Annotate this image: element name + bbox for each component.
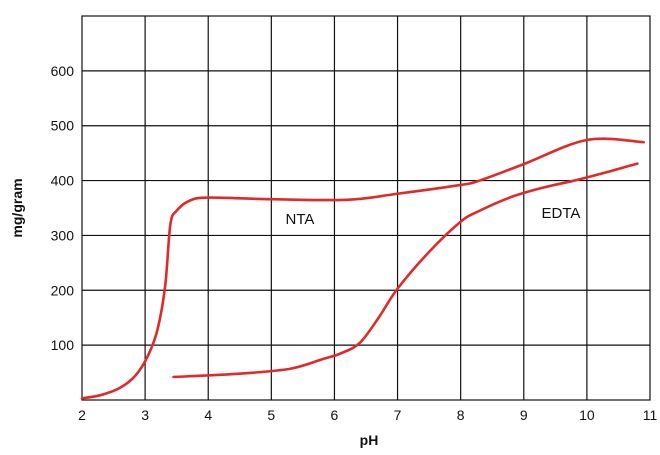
y-tick-label: 200 xyxy=(51,282,75,298)
chart-grid xyxy=(81,15,651,401)
series-label-nta: NTA xyxy=(286,211,315,228)
x-tick-label: 11 xyxy=(643,407,658,423)
y-tick-label: 400 xyxy=(51,173,75,189)
x-tick-label: 4 xyxy=(204,407,212,423)
series-line-nta xyxy=(80,137,645,400)
y-tick-label: 100 xyxy=(51,337,75,353)
series-line-edta xyxy=(172,162,639,379)
series-label-edta: EDTA xyxy=(542,205,581,222)
x-axis-tick-labels: 2 3 4 5 6 7 8 9 10 11 xyxy=(78,407,657,423)
y-axis-title: mg/gram xyxy=(9,178,25,237)
y-tick-label: 500 xyxy=(51,118,75,134)
y-tick-label: 600 xyxy=(51,63,75,79)
x-tick-label: 6 xyxy=(331,407,339,423)
x-axis-title: pH xyxy=(360,432,379,448)
plot-frame xyxy=(81,15,651,401)
chart-series xyxy=(80,137,645,400)
x-tick-label: 7 xyxy=(394,407,402,423)
x-tick-label: 2 xyxy=(78,407,86,423)
y-axis-tick-labels: 100 200 300 400 500 600 xyxy=(51,63,75,353)
x-tick-label: 10 xyxy=(579,407,595,423)
y-tick-label: 300 xyxy=(51,227,75,243)
x-tick-label: 8 xyxy=(457,407,465,423)
x-tick-label: 9 xyxy=(520,407,528,423)
x-tick-label: 5 xyxy=(267,407,275,423)
x-tick-label: 3 xyxy=(141,407,149,423)
